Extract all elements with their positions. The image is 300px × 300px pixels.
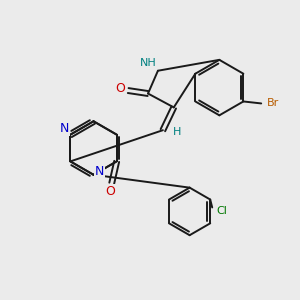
Text: N: N [60,122,69,135]
Text: O: O [105,184,115,198]
Text: Br: Br [267,98,279,108]
Text: Cl: Cl [217,206,227,216]
Text: H: H [172,127,181,137]
Text: NH: NH [140,58,156,68]
Text: N: N [95,165,104,178]
Text: O: O [115,82,125,95]
